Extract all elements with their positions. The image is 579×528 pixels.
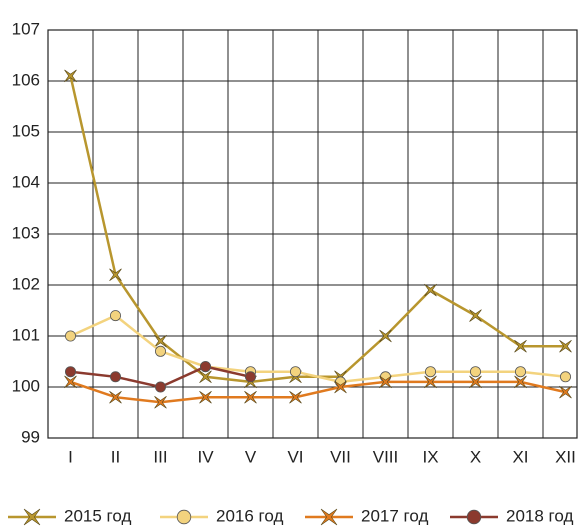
x-tick-label: XI — [512, 447, 528, 466]
marker — [559, 385, 572, 399]
x-tick-label: X — [470, 447, 481, 466]
marker — [469, 309, 482, 322]
x-tick-label: III — [153, 447, 167, 466]
x-tick-label: II — [111, 447, 120, 466]
series-line — [70, 380, 566, 404]
series-line — [69, 314, 566, 384]
marker — [110, 371, 122, 383]
marker — [244, 371, 256, 383]
marker — [424, 283, 437, 297]
legend-marker — [176, 509, 192, 525]
marker — [560, 371, 572, 383]
x-tick-label: I — [68, 447, 73, 466]
legend-label: 2018 год — [506, 506, 573, 525]
y-tick-label: 103 — [12, 223, 40, 242]
marker — [154, 334, 167, 348]
legend-marker — [320, 508, 338, 526]
legend-marker — [466, 509, 482, 525]
y-tick-label: 99 — [21, 427, 40, 446]
marker — [65, 330, 77, 342]
x-tick-label: XII — [555, 447, 576, 466]
marker — [469, 366, 481, 378]
marker — [109, 390, 122, 404]
y-tick-label: 104 — [12, 172, 40, 191]
marker — [424, 366, 436, 378]
marker — [514, 375, 527, 389]
x-tick-label: VII — [330, 447, 351, 466]
marker — [154, 381, 166, 393]
marker — [559, 339, 572, 353]
marker — [199, 361, 211, 373]
marker — [64, 69, 77, 83]
marker — [110, 310, 122, 322]
marker — [334, 380, 347, 394]
marker — [154, 396, 167, 409]
marker — [469, 375, 482, 389]
marker — [65, 366, 77, 378]
legend-label: 2017 год — [361, 506, 428, 525]
marker — [379, 375, 392, 389]
x-tick-label: V — [245, 447, 257, 466]
marker — [514, 339, 527, 353]
y-tick-label: 107 — [12, 19, 40, 38]
marker — [199, 390, 212, 404]
marker — [109, 268, 122, 282]
marker — [154, 345, 166, 357]
y-tick-label: 106 — [12, 70, 40, 89]
x-tick-label: VIII — [373, 447, 399, 466]
marker — [289, 366, 301, 378]
marker — [64, 375, 77, 389]
y-tick-label: 105 — [12, 121, 40, 140]
x-tick-label: IV — [197, 447, 214, 466]
marker — [424, 375, 437, 389]
marker — [199, 370, 212, 384]
legend-marker — [23, 508, 41, 526]
plot-border — [47, 29, 578, 439]
legend-label: 2016 год — [216, 506, 283, 525]
marker — [289, 390, 302, 404]
marker — [244, 390, 257, 404]
marker — [515, 366, 527, 378]
x-tick-label: VI — [287, 447, 303, 466]
y-tick-label: 100 — [12, 376, 40, 395]
marker — [379, 329, 392, 343]
x-tick-label: IX — [422, 447, 438, 466]
y-tick-label: 102 — [12, 274, 40, 293]
y-tick-label: 101 — [12, 325, 40, 344]
legend-label: 2015 год — [64, 506, 131, 525]
